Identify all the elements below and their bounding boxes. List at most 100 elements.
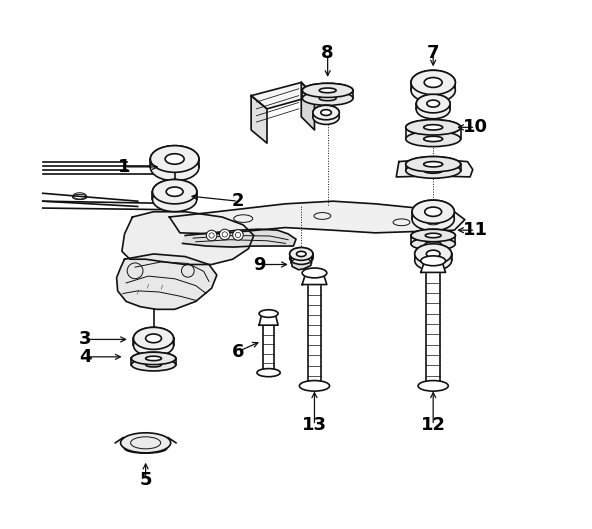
Ellipse shape — [313, 105, 339, 120]
Text: 1: 1 — [118, 158, 131, 176]
Text: 11: 11 — [463, 221, 488, 239]
Ellipse shape — [411, 238, 455, 250]
Ellipse shape — [313, 105, 339, 120]
Ellipse shape — [427, 100, 439, 107]
Ellipse shape — [289, 252, 313, 264]
Text: 4: 4 — [79, 348, 91, 366]
Text: 6: 6 — [231, 343, 244, 361]
Ellipse shape — [303, 83, 353, 97]
Ellipse shape — [131, 359, 176, 371]
Ellipse shape — [150, 145, 199, 172]
Polygon shape — [251, 96, 267, 143]
Ellipse shape — [146, 334, 162, 343]
Ellipse shape — [300, 380, 330, 391]
Ellipse shape — [406, 120, 461, 135]
Ellipse shape — [150, 145, 199, 172]
Polygon shape — [122, 212, 254, 264]
Ellipse shape — [415, 244, 452, 264]
Ellipse shape — [418, 380, 448, 391]
Ellipse shape — [412, 200, 454, 223]
Ellipse shape — [411, 70, 455, 95]
Text: 9: 9 — [253, 256, 265, 273]
Polygon shape — [182, 229, 296, 247]
Ellipse shape — [424, 161, 443, 167]
Ellipse shape — [321, 110, 332, 115]
Text: 3: 3 — [79, 331, 91, 349]
Ellipse shape — [303, 83, 353, 97]
Ellipse shape — [166, 187, 183, 196]
Ellipse shape — [406, 157, 461, 172]
Ellipse shape — [146, 334, 162, 343]
Ellipse shape — [146, 356, 162, 361]
Ellipse shape — [165, 154, 184, 164]
Ellipse shape — [415, 244, 452, 264]
Text: 12: 12 — [421, 416, 446, 434]
Polygon shape — [259, 314, 278, 325]
Ellipse shape — [289, 248, 313, 260]
Ellipse shape — [303, 91, 353, 105]
Ellipse shape — [406, 131, 461, 147]
Ellipse shape — [297, 251, 306, 257]
Ellipse shape — [259, 310, 278, 317]
Ellipse shape — [415, 250, 452, 270]
Ellipse shape — [153, 179, 197, 204]
Polygon shape — [302, 273, 327, 285]
Text: 8: 8 — [321, 44, 334, 62]
Ellipse shape — [416, 94, 450, 113]
Ellipse shape — [424, 207, 442, 216]
Ellipse shape — [424, 207, 442, 216]
Ellipse shape — [121, 433, 170, 453]
Polygon shape — [396, 159, 473, 177]
Ellipse shape — [319, 96, 336, 101]
Ellipse shape — [406, 120, 461, 135]
Polygon shape — [117, 254, 217, 309]
Ellipse shape — [424, 125, 443, 130]
Ellipse shape — [416, 100, 450, 119]
Ellipse shape — [319, 88, 336, 93]
Ellipse shape — [146, 362, 162, 367]
Ellipse shape — [425, 242, 441, 246]
Polygon shape — [291, 249, 312, 270]
Ellipse shape — [133, 327, 173, 349]
Ellipse shape — [425, 233, 441, 238]
Ellipse shape — [153, 187, 197, 212]
Ellipse shape — [319, 88, 336, 93]
Ellipse shape — [424, 78, 442, 87]
Text: 5: 5 — [139, 471, 152, 489]
Ellipse shape — [412, 207, 454, 231]
Ellipse shape — [302, 268, 327, 278]
Circle shape — [220, 229, 230, 240]
Polygon shape — [251, 83, 314, 109]
Ellipse shape — [424, 78, 442, 87]
Ellipse shape — [153, 179, 197, 204]
Ellipse shape — [406, 157, 461, 172]
Ellipse shape — [146, 356, 162, 361]
Ellipse shape — [411, 229, 455, 242]
Ellipse shape — [133, 327, 173, 349]
Ellipse shape — [416, 94, 450, 113]
Ellipse shape — [411, 70, 455, 95]
Ellipse shape — [313, 110, 339, 124]
Ellipse shape — [411, 229, 455, 242]
Text: 10: 10 — [463, 118, 488, 136]
Ellipse shape — [412, 200, 454, 223]
Ellipse shape — [421, 256, 446, 266]
Ellipse shape — [424, 168, 443, 173]
Ellipse shape — [131, 352, 176, 364]
Ellipse shape — [424, 161, 443, 167]
Text: 13: 13 — [302, 416, 327, 434]
Ellipse shape — [150, 154, 199, 181]
Ellipse shape — [165, 154, 184, 164]
Text: /: / — [160, 284, 162, 289]
Ellipse shape — [406, 163, 461, 178]
Ellipse shape — [425, 233, 441, 238]
Text: /: / — [147, 283, 149, 288]
Text: 2: 2 — [231, 192, 244, 210]
Ellipse shape — [426, 250, 440, 258]
Ellipse shape — [131, 352, 176, 364]
Circle shape — [206, 230, 217, 241]
Polygon shape — [301, 83, 314, 130]
Text: 7: 7 — [427, 44, 439, 62]
Ellipse shape — [289, 248, 313, 260]
Ellipse shape — [133, 334, 173, 357]
